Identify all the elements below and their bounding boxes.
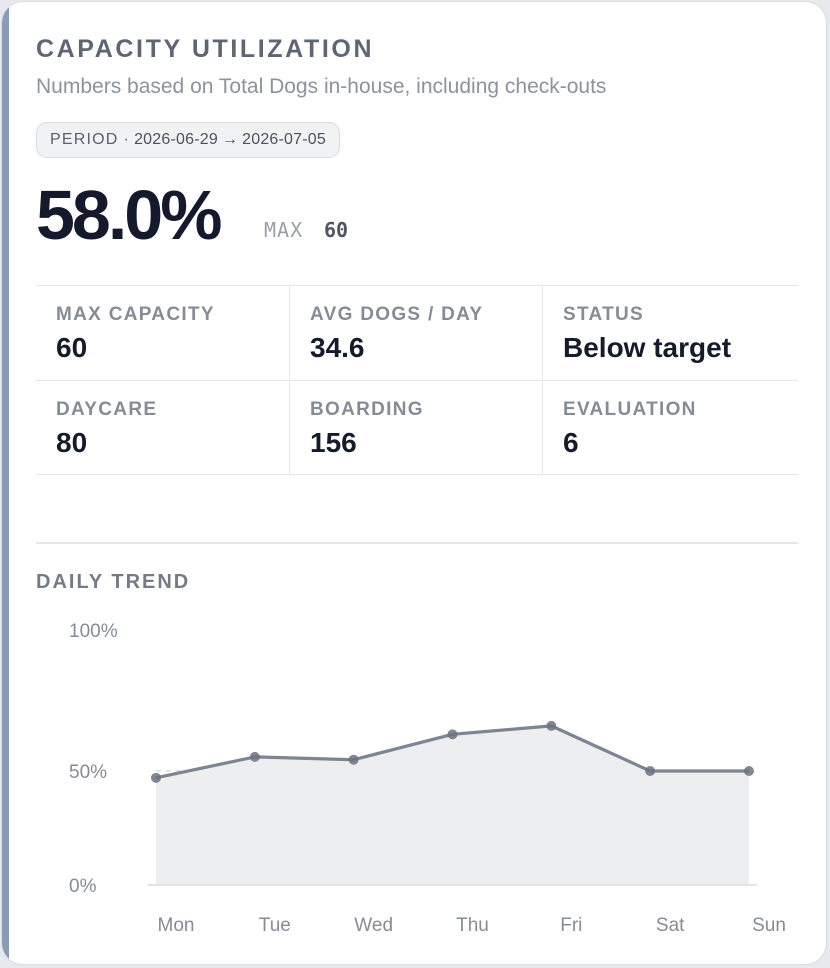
utilization-value: 58.0% bbox=[36, 176, 222, 254]
stat-boarding: BOARDING 156 bbox=[289, 381, 543, 475]
card-subtitle: Numbers based on Total Dogs in-house, in… bbox=[36, 75, 607, 98]
series-area bbox=[156, 725, 749, 885]
y-tick-label: 100% bbox=[69, 621, 118, 642]
max-value: 60 bbox=[324, 218, 349, 242]
stat-label: AVG DOGS / DAY bbox=[310, 304, 484, 325]
data-point bbox=[348, 754, 359, 765]
period-end: 2026-07-05 bbox=[242, 131, 326, 148]
stat-max-capacity: MAX CAPACITY 60 bbox=[36, 286, 289, 381]
period-label: PERIOD bbox=[50, 131, 119, 148]
period-separator: · bbox=[123, 131, 130, 148]
stat-value: Below target bbox=[563, 332, 732, 363]
stat-label: DAYCARE bbox=[56, 399, 158, 420]
x-tick-label: Sat bbox=[656, 915, 685, 936]
x-tick-label: Mon bbox=[158, 915, 195, 936]
stat-value: 156 bbox=[310, 427, 357, 458]
period-start: 2026-06-29 bbox=[134, 131, 218, 148]
stat-label: EVALUATION bbox=[563, 399, 697, 420]
x-tick-label: Fri bbox=[560, 915, 582, 936]
stat-value: 6 bbox=[563, 427, 579, 458]
data-point bbox=[249, 751, 260, 762]
stat-avg-dogs: AVG DOGS / DAY 34.6 bbox=[289, 286, 543, 381]
max-label: MAX bbox=[264, 218, 304, 242]
arrow-right-icon: → bbox=[221, 131, 239, 148]
stat-label: MAX CAPACITY bbox=[56, 304, 215, 325]
card-title: CAPACITY UTILIZATION bbox=[36, 35, 375, 63]
x-tick-label: Tue bbox=[259, 915, 291, 936]
y-tick-label: 50% bbox=[69, 762, 107, 783]
x-tick-label: Sun bbox=[752, 915, 786, 936]
y-tick-label: 0% bbox=[69, 876, 97, 897]
stat-value: 80 bbox=[56, 427, 88, 458]
stat-value: 34.6 bbox=[310, 332, 365, 363]
trend-title: DAILY TREND bbox=[36, 571, 191, 593]
stat-daycare: DAYCARE 80 bbox=[36, 381, 289, 475]
section-divider bbox=[36, 542, 798, 544]
stats-grid: MAX CAPACITY 60 AVG DOGS / DAY 34.6 STAT… bbox=[36, 285, 798, 475]
data-point bbox=[744, 766, 754, 776]
stat-status: STATUS Below target bbox=[543, 286, 798, 381]
stat-evaluation: EVALUATION 6 bbox=[543, 381, 798, 475]
daily-trend-chart: 100% 50% 0% Mon Tue Wed Thu Fri Sat Sun bbox=[69, 621, 786, 936]
data-point bbox=[645, 766, 656, 776]
stat-label: BOARDING bbox=[310, 399, 424, 420]
stat-label: STATUS bbox=[563, 304, 644, 325]
data-point bbox=[546, 720, 557, 731]
x-tick-label: Wed bbox=[354, 915, 393, 936]
data-point bbox=[151, 772, 161, 783]
data-point bbox=[447, 729, 458, 740]
x-tick-label: Thu bbox=[456, 915, 489, 936]
stat-value: 60 bbox=[56, 332, 88, 363]
period-chip[interactable]: PERIOD · 2026-06-29 → 2026-07-05 bbox=[36, 122, 340, 158]
accent-bar bbox=[2, 2, 9, 964]
